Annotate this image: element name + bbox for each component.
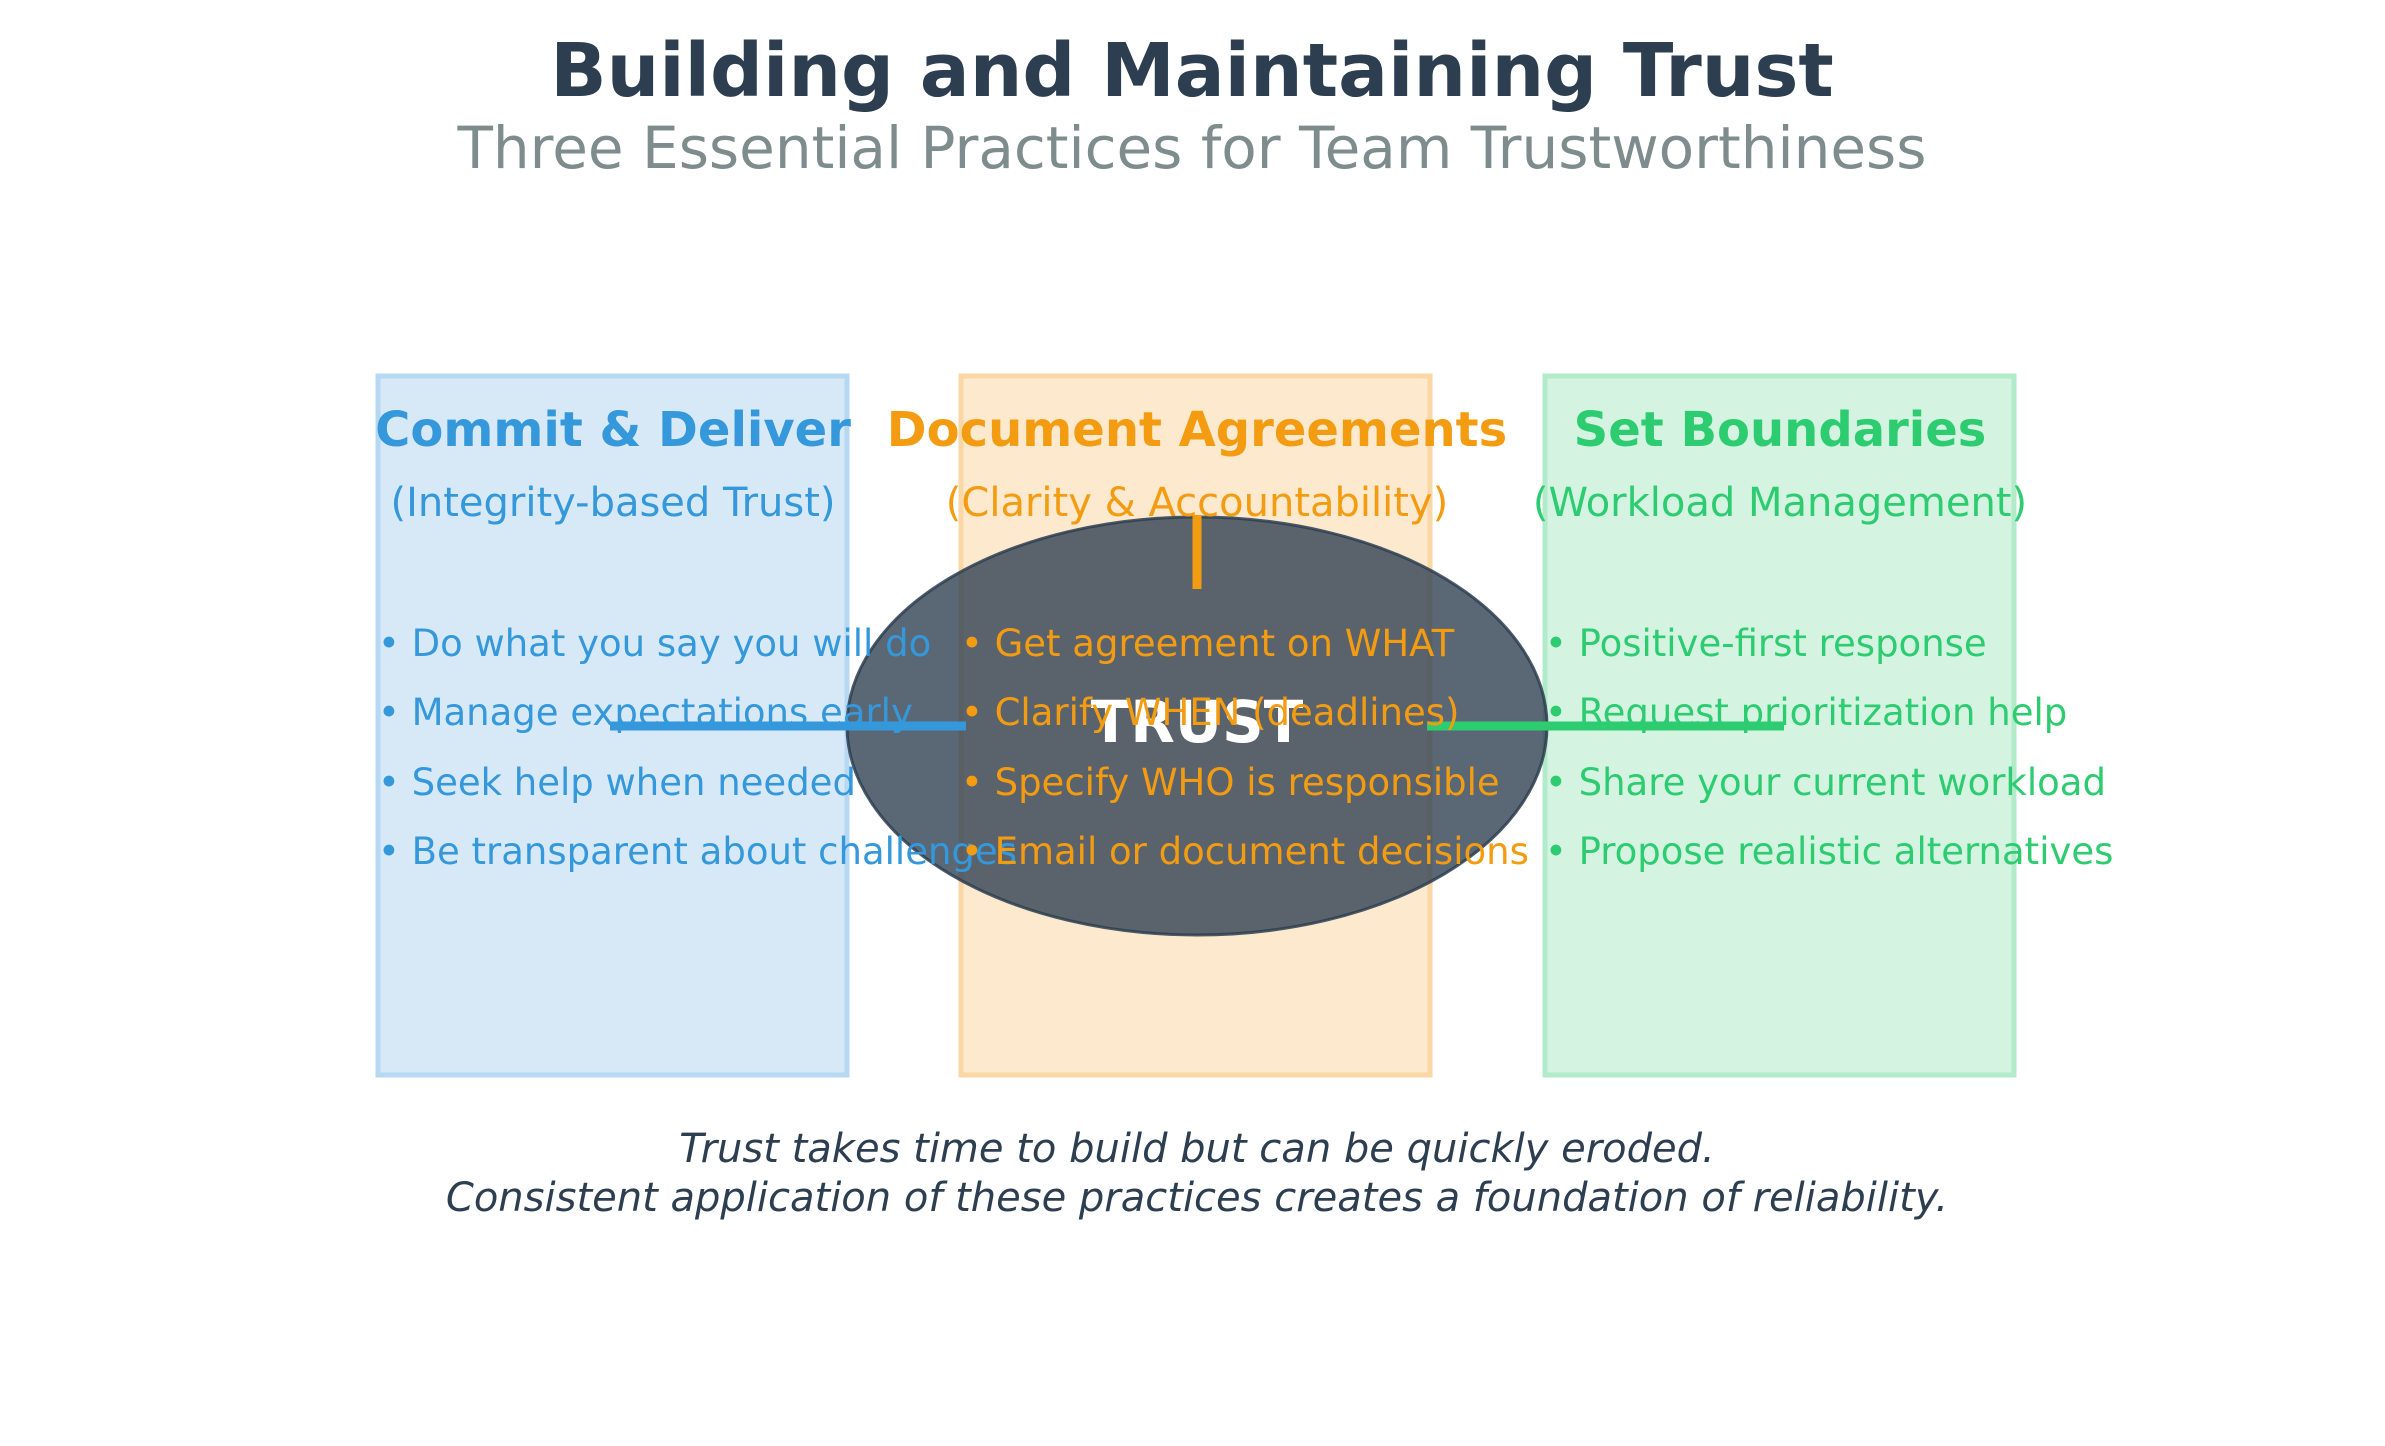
- list-item: • Request prioritization help: [1545, 691, 2067, 734]
- box-subtitle-document-agreements: (Clarity & Accountability): [946, 480, 1448, 526]
- footer-line-2: Consistent application of these practice…: [446, 1175, 1948, 1221]
- box-title-commit-deliver: Commit & Deliver: [375, 402, 851, 458]
- footer-line-1: Trust takes time to build but can be qui…: [679, 1126, 1715, 1172]
- list-item: • Share your current workload: [1545, 761, 2106, 804]
- box-title-document-agreements: Document Agreements: [887, 402, 1507, 458]
- list-item: • Be transparent about challenges: [378, 830, 1017, 873]
- trust-label: TRUST: [1091, 688, 1304, 756]
- list-item: • Do what you say you will do: [378, 622, 931, 665]
- box-subtitle-set-boundaries: (Workload Management): [1533, 480, 2027, 526]
- box-title-set-boundaries: Set Boundaries: [1574, 402, 1987, 458]
- list-item: • Manage expectations early: [378, 691, 913, 734]
- list-item: • Propose realistic alternatives: [1545, 830, 2113, 873]
- list-item: • Email or document decisions: [961, 830, 1529, 873]
- box-subtitle-commit-deliver: (Integrity-based Trust): [390, 480, 835, 526]
- list-item: • Get agreement on WHAT: [961, 622, 1455, 665]
- list-item: • Specify WHO is responsible: [961, 761, 1500, 804]
- list-item: • Clarify WHEN (deadlines): [961, 691, 1459, 734]
- list-item: • Seek help when needed: [378, 761, 856, 804]
- page-title: Building and Maintaining Trust: [550, 28, 1834, 114]
- list-item: • Positive-first response: [1545, 622, 1987, 665]
- page-subtitle: Three Essential Practices for Team Trust…: [456, 114, 1926, 182]
